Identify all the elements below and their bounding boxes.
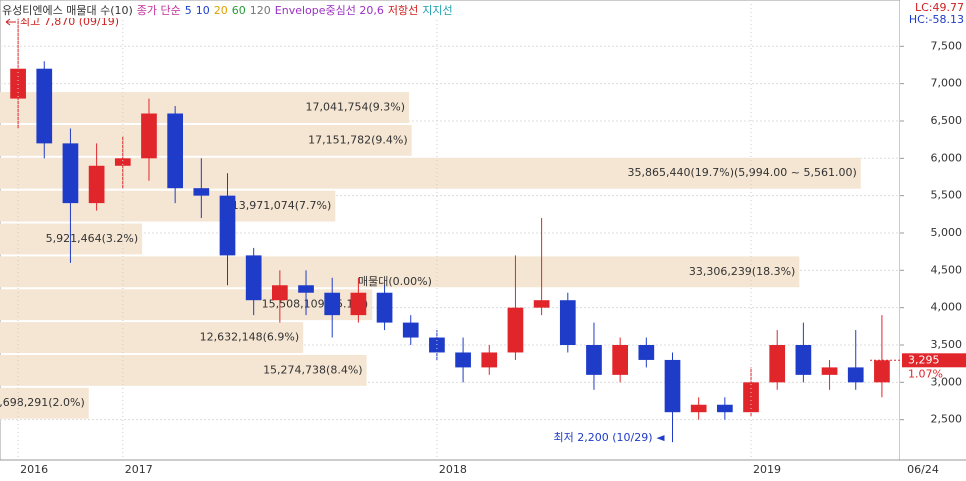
candle-body [298, 285, 314, 293]
candle-body [874, 360, 890, 383]
y-tick-label: 5,000 [931, 226, 963, 239]
price-change: 1.07% [908, 367, 943, 380]
date-label: 06/24 [907, 463, 939, 476]
candle-body [167, 113, 183, 189]
candle-body [272, 285, 288, 301]
legend-entry: 120 [249, 4, 271, 17]
x-tick-label: 2017 [125, 463, 153, 476]
candle-body [324, 292, 341, 316]
y-tick-label: 4,500 [931, 263, 963, 276]
volume-profile-bar [0, 322, 304, 353]
volume-profile-label: 35,865,440(19.7%)(5,994.00 ~ 5,561.00) [627, 166, 856, 179]
candle-body [193, 188, 210, 196]
candle-body [507, 307, 524, 353]
candle-body [350, 292, 367, 316]
y-tick-label: 7,000 [931, 77, 963, 90]
right-axis-bg [900, 0, 966, 481]
candle-body [455, 352, 471, 368]
volume-profile-bar [0, 256, 800, 288]
high-arrow [5, 18, 16, 26]
candle-body [141, 113, 157, 159]
volume-profile-bar [0, 387, 89, 419]
volume-profile-bar [0, 190, 336, 222]
volume-profile-bar [0, 289, 373, 321]
candle-body [245, 255, 262, 301]
candle-body [586, 345, 602, 375]
candle-body [638, 345, 655, 360]
candle-body [559, 300, 576, 345]
y-tick-label: 3,500 [931, 338, 963, 351]
candle-body [376, 292, 393, 323]
volume-profile-bar [0, 354, 367, 386]
y-tick-label: 6,500 [931, 114, 963, 127]
candle-body [717, 404, 733, 413]
candle-body [664, 359, 681, 413]
legend-entry: 20 [213, 4, 228, 17]
volume-profile-label: 3,698,291(2.0%) [0, 396, 85, 409]
candle-body [402, 322, 419, 338]
y-tick-label: 4,000 [931, 301, 963, 314]
volume-profile-label: 15,274,738(8.4%) [263, 363, 363, 376]
candle-body [690, 404, 707, 413]
legend-entry: 10 [195, 4, 210, 17]
candle-body [612, 345, 628, 375]
high-annotation: 최고 7,870 (09/19) [20, 15, 119, 28]
candle-body [795, 345, 812, 375]
price-tag-label: 3,295 [908, 353, 940, 366]
candle-body [847, 367, 864, 383]
profile-note: 매물대(0.00%) [358, 275, 432, 288]
volume-profile-label: 17,151,782(9.4%) [308, 133, 408, 146]
volume-profile-label: 13,971,074(7.7%) [232, 199, 332, 212]
candle-body [429, 337, 445, 353]
candle-body [36, 68, 53, 144]
candle-body [114, 158, 131, 166]
hc-label: HC:-58.13 [909, 13, 964, 26]
y-tick-label: 7,500 [931, 39, 963, 52]
candle-body [821, 367, 838, 375]
y-tick-label: 6,000 [931, 151, 963, 164]
low-annotation: 최저 2,200 (10/29) [553, 431, 652, 444]
y-tick-label: 2,500 [931, 413, 963, 426]
low-arrow [656, 435, 665, 442]
y-tick-label: 5,500 [931, 189, 963, 202]
price-tag [902, 353, 966, 368]
legend-entry: Envelope중심선 20,6 [274, 4, 384, 17]
volume-profile-bar [0, 157, 861, 189]
candle-body [481, 352, 498, 368]
y-tick-label: 3,000 [931, 375, 963, 388]
legend-entry: 저항선 [387, 4, 419, 17]
legend-entry: 60 [231, 4, 246, 17]
candle-body [219, 195, 236, 256]
lc-label: LC:49.77 [915, 1, 964, 14]
legend-entry: 5 [184, 4, 192, 17]
volume-profile-label: 12,632,148(6.9%) [200, 331, 300, 344]
x-tick-label: 2018 [439, 463, 467, 476]
x-tick-label: 2019 [753, 463, 781, 476]
candle-body [10, 68, 26, 99]
volume-profile-label: 17,041,754(9.3%) [305, 101, 405, 114]
legend: 유성티엔에스 매물대 수(10) 종가 단순 5 10 20 60 120 Envelope중… [2, 2, 457, 18]
candle-body [743, 382, 759, 413]
legend-entry: 종가 단순 [136, 4, 181, 17]
volume-profile-label: 15,508,109(15.1%) [262, 298, 369, 311]
candle-body [62, 143, 79, 204]
candle-body [769, 345, 786, 383]
volume-profile-bar [0, 92, 410, 123]
x-tick-label: 2016 [20, 463, 48, 476]
candle-body [88, 165, 105, 204]
candle-body [533, 300, 550, 308]
volume-profile-label: 5,921,464(3.2%) [46, 232, 139, 245]
legend-entry: 지지선 [422, 4, 453, 17]
legend-entry: 유성티엔에스 매물대 수(10) [2, 4, 133, 17]
volume-profile-label: 33,306,239(18.3%) [689, 265, 796, 278]
volume-profile-bar [0, 223, 143, 255]
